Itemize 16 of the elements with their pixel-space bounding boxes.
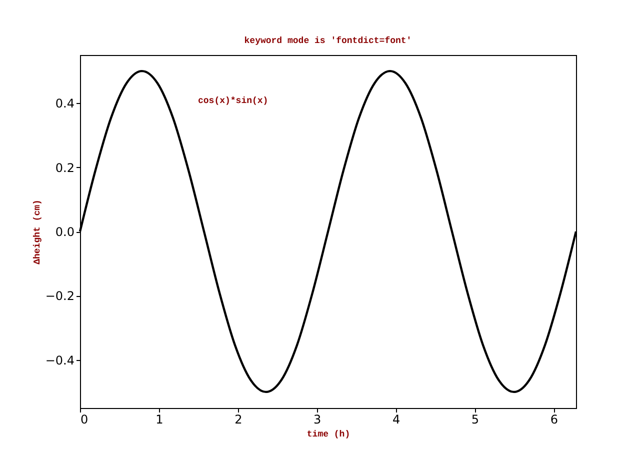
- y-tick-label: 0.2: [55, 160, 74, 175]
- x-tick-label: 1: [156, 412, 164, 426]
- x-tick-label: 4: [392, 412, 400, 426]
- annotation: cos(x)*sin(x): [198, 96, 268, 106]
- y-tick-label: 0.0: [55, 225, 74, 239]
- y-tick-label: 0.4: [55, 96, 74, 111]
- y-tick-label: −0.2: [45, 289, 74, 304]
- x-tick-label: 6: [550, 412, 558, 426]
- x-tick-label: 2: [234, 412, 242, 426]
- y-tick-label: −0.4: [45, 353, 74, 368]
- x-tick-label: 3: [314, 412, 322, 426]
- y-axis-title: Δheight (cm): [32, 200, 42, 264]
- x-tick-label: 5: [471, 412, 480, 426]
- x-axis-title: time (h): [306, 430, 350, 440]
- x-tick-label: 0: [80, 412, 88, 426]
- chart-title: keyword mode is 'fontdict=font': [244, 36, 412, 46]
